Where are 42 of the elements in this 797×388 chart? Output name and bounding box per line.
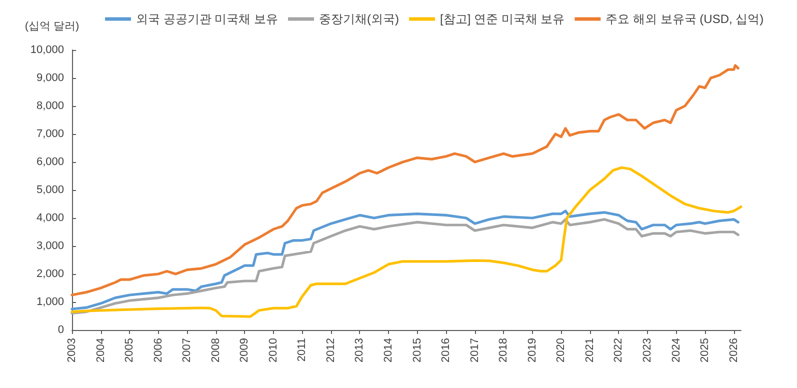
x-tick-label: 2009 — [238, 338, 251, 362]
y-tick-label: 7,000 — [36, 128, 64, 140]
y-tick-label: 3,000 — [36, 240, 64, 252]
legend-label: 외국 공공기관 미국채 보유 — [136, 12, 278, 26]
x-tick-label: 2023 — [641, 338, 654, 362]
x-tick-label: 2022 — [612, 338, 625, 362]
y-tick-label: 10,000 — [30, 44, 64, 56]
x-tick-label: 2005 — [124, 338, 136, 362]
x-tick-label: 2024 — [670, 338, 682, 362]
x-tick-label: 2007 — [181, 338, 194, 362]
x-tick-label: 2006 — [152, 338, 164, 362]
line-series — [70, 166, 742, 318]
y-tick-label: 0 — [58, 324, 64, 336]
x-tick-label: 2021 — [584, 338, 596, 362]
x-tick-label: 2010 — [267, 338, 280, 362]
y-tick-label: 4,000 — [36, 212, 64, 224]
x-tick-label: 2019 — [526, 338, 538, 362]
legend-label: [참고] 연준 미국채 보유 — [440, 12, 565, 26]
y-tick-label: 9,000 — [36, 72, 64, 84]
x-tick-label: 2017 — [468, 338, 481, 362]
y-tick-label: 5,000 — [36, 184, 64, 196]
line-series — [70, 64, 740, 296]
y-tick-label: 1,000 — [36, 296, 64, 308]
legend-label: 중장기채(외국) — [319, 12, 399, 26]
x-tick-label: 2008 — [210, 338, 222, 362]
y-tick-label: 8,000 — [36, 100, 64, 112]
x-tick-label: 2004 — [94, 338, 107, 362]
x-tick-label: 2012 — [324, 338, 337, 362]
x-tick-label: 2015 — [411, 338, 424, 362]
x-tick-label: 2011 — [296, 338, 308, 362]
y-axis-title: (십억 달러) — [24, 20, 80, 32]
x-tick-label: 2025 — [699, 338, 712, 362]
x-tick-label: 2020 — [555, 338, 568, 362]
y-tick-label: 2,000 — [36, 268, 64, 280]
x-tick-label: 2014 — [382, 338, 395, 362]
x-tick-label: 2003 — [66, 338, 78, 362]
x-tick-label: 2016 — [440, 338, 452, 362]
y-tick-label: 6,000 — [36, 156, 64, 168]
legend-label: 주요 해외 보유국 (USD, 십억) — [606, 12, 764, 26]
x-tick-label: 2026 — [728, 338, 740, 362]
x-tick-label: 2013 — [354, 338, 366, 362]
x-tick-label: 2018 — [498, 338, 510, 362]
